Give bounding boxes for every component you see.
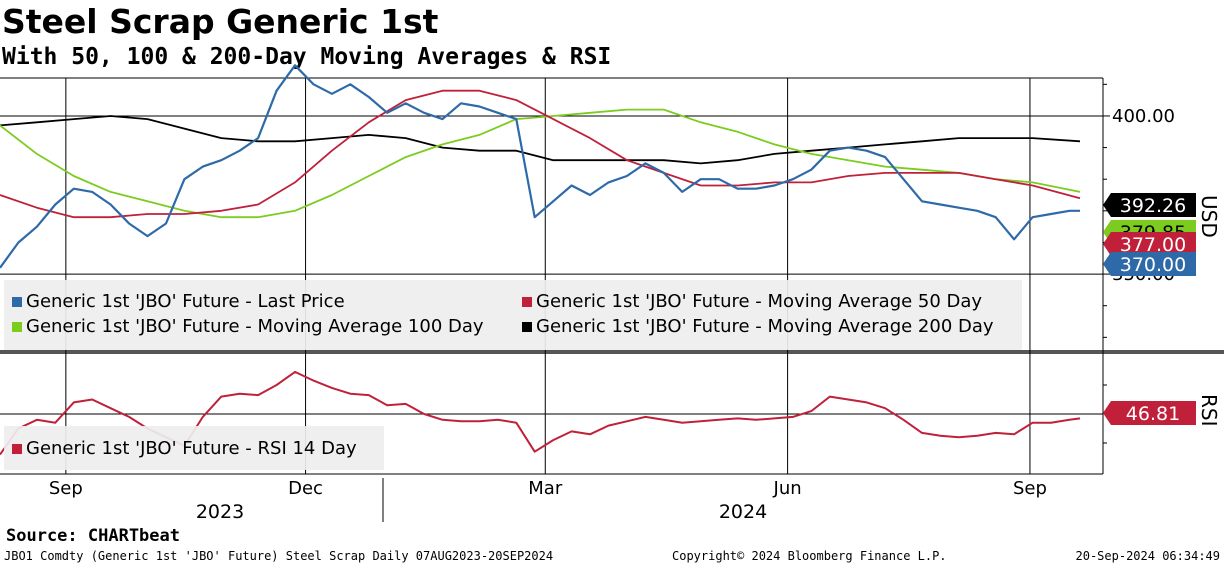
legend-label: Generic 1st 'JBO' Future - Moving Averag…	[536, 291, 983, 312]
legend-item-ma200: Generic 1st 'JBO' Future - Moving Averag…	[522, 316, 994, 337]
x-tick-label: Sep	[49, 478, 83, 499]
end-tag-last-price-bg	[1103, 252, 1196, 276]
chart-subtitle: With 50, 100 & 200-Day Moving Averages &…	[2, 44, 612, 70]
end-tag-last-price: 370.00	[1103, 252, 1196, 276]
end-tag-ma50-text: 377.00	[1120, 234, 1186, 256]
y-axis-title: USD	[1197, 195, 1221, 238]
rsi-axis-title: RSI	[1197, 394, 1221, 427]
year-label: 2023	[196, 501, 244, 523]
series-line-last_price	[0, 64, 1080, 269]
legend-swatch	[12, 444, 22, 454]
x-tick-label: Dec	[288, 478, 323, 499]
legend-label: Generic 1st 'JBO' Future - Last Price	[26, 291, 345, 312]
legend-item-rsi: Generic 1st 'JBO' Future - RSI 14 Day	[12, 438, 357, 459]
end-tag-ma200-text: 392.26	[1120, 195, 1186, 217]
end-tag-ma200-bg	[1103, 193, 1196, 217]
source-note: Source: CHARTbeat	[6, 526, 180, 546]
legend-label: Generic 1st 'JBO' Future - Moving Averag…	[26, 316, 484, 337]
legend-item-last-price: Generic 1st 'JBO' Future - Last Price	[12, 291, 345, 312]
end-tag-ma200: 392.26	[1103, 193, 1196, 217]
x-tick-label: Jun	[773, 478, 802, 499]
series-line-ma50	[0, 89, 1081, 219]
legend-item-ma100: Generic 1st 'JBO' Future - Moving Averag…	[12, 316, 484, 337]
chart-title: Steel Scrap Generic 1st	[2, 2, 439, 41]
legend-swatch	[522, 297, 532, 307]
y-tick-label: 400.00	[1112, 106, 1175, 127]
x-tick-label: Mar	[528, 478, 563, 499]
end-tag-last-price-text: 370.00	[1120, 254, 1186, 276]
end-tag-rsi-bg	[1103, 401, 1196, 425]
series-line-ma100	[0, 108, 1081, 219]
footer-ticker: JBO1 Comdty (Generic 1st 'JBO' Future) S…	[4, 549, 554, 563]
legend-label: Generic 1st 'JBO' Future - RSI 14 Day	[26, 438, 357, 459]
end-tag-ma50-bg	[1103, 232, 1196, 256]
rsi-legend: Generic 1st 'JBO' Future - RSI 14 Day	[4, 426, 384, 470]
legend-swatch	[522, 322, 532, 332]
year-label: 2024	[719, 501, 767, 523]
end-tag-rsi: 46.81	[1103, 401, 1196, 425]
series-line-ma200	[0, 115, 1081, 165]
x-tick-label: Sep	[1013, 478, 1047, 499]
footer-copyright: Copyright© 2024 Bloomberg Finance L.P.	[672, 549, 947, 563]
legend-swatch	[12, 297, 22, 307]
footer-timestamp: 20-Sep-2024 06:34:49	[1075, 549, 1221, 563]
end-tag-ma50: 377.00	[1103, 232, 1196, 256]
legend-swatch	[12, 322, 22, 332]
price-legend: Generic 1st 'JBO' Future - Last Price Ge…	[4, 280, 1022, 350]
legend-item-ma50: Generic 1st 'JBO' Future - Moving Averag…	[522, 291, 982, 312]
legend-label: Generic 1st 'JBO' Future - Moving Averag…	[536, 316, 994, 337]
end-tag-rsi-text: 46.81	[1126, 403, 1180, 425]
